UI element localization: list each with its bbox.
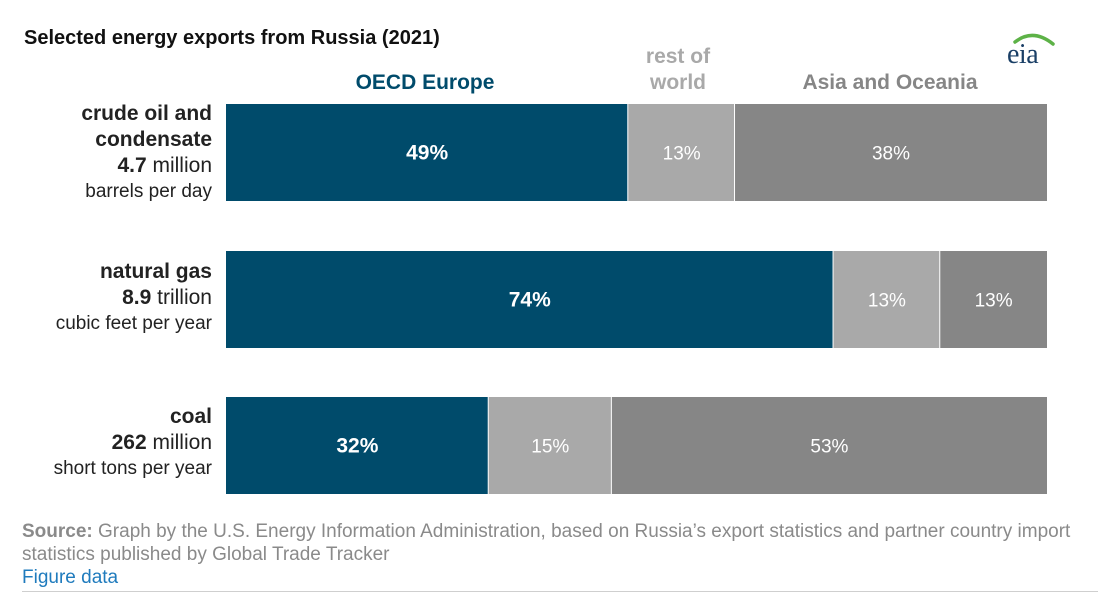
category-amount-value: 8.9 (122, 286, 152, 309)
bar-label-asia-oceania: 38% (872, 144, 910, 165)
legend-oecd-europe: OECD Europe (355, 71, 495, 94)
bar-label-asia-oceania: 13% (975, 291, 1013, 312)
bar-segment-asia-oceania (940, 251, 1047, 348)
figure-data-link[interactable]: Figure data (22, 567, 119, 588)
bar-label-rest-of-world: 13% (868, 291, 906, 312)
bar-segment-asia-oceania (735, 104, 1047, 201)
bar-label-oecd-europe: 32% (336, 435, 378, 458)
logo-arc-icon (1013, 33, 1055, 46)
legend-rest-of-world-line1: rest of (645, 45, 711, 68)
category-amount-value: 262 (111, 431, 147, 454)
bar-segment-oecd-europe (226, 251, 833, 348)
category-unit: barrels per day (85, 181, 212, 202)
category-amount: 4.7 million (81, 153, 212, 179)
bar-label-rest-of-world: 15% (531, 437, 569, 458)
category-name-line2: condensate (95, 128, 212, 151)
source-note: Source: Graph by the U.S. Energy Informa… (22, 520, 1072, 566)
category-amount-scale: trillion (157, 286, 212, 309)
category-label-natural-gas: natural gas 8.9 trillion cubic feet per … (56, 259, 212, 337)
category-name-line1: crude oil and (81, 102, 212, 125)
bar-segment-oecd-europe (226, 104, 628, 201)
category-amount: 8.9 trillion (56, 285, 212, 311)
source-text: Graph by the U.S. Energy Information Adm… (22, 521, 1071, 565)
eia-logo: eia (1003, 30, 1059, 74)
bar-label-asia-oceania: 53% (810, 437, 848, 458)
category-name: natural gas (99, 260, 212, 283)
bar-segment-rest-of-world (833, 251, 940, 348)
bar-label-oecd-europe: 49% (406, 142, 448, 165)
category-amount-value: 4.7 (117, 154, 147, 177)
category-unit: cubic feet per year (55, 313, 212, 334)
bar-segment-rest-of-world (488, 397, 611, 494)
category-amount-scale: million (152, 154, 212, 177)
legend-rest-of-world-line2: world (650, 71, 706, 94)
category-name: coal (169, 405, 212, 428)
category-unit: short tons per year (53, 458, 212, 479)
bar-segment-oecd-europe (226, 397, 488, 494)
bar-label-rest-of-world: 13% (663, 144, 701, 165)
legend-rest-of-world: rest of world (618, 44, 738, 96)
bar-label-oecd-europe: 74% (509, 289, 551, 312)
logo-text: eia (1007, 39, 1039, 70)
category-amount-scale: million (152, 431, 212, 454)
chart-title: Selected energy exports from Russia (202… (24, 27, 440, 49)
bar-segment-rest-of-world (628, 104, 735, 201)
category-amount: 262 million (54, 430, 212, 456)
legend-asia-oceania: Asia and Oceania (802, 71, 978, 94)
category-label-crude-oil: crude oil and condensate 4.7 million bar… (81, 101, 212, 205)
bar-segment-asia-oceania (611, 397, 1047, 494)
footer-divider (22, 591, 1098, 592)
category-label-coal: coal 262 million short tons per year (54, 404, 212, 482)
source-label: Source: (22, 521, 93, 542)
